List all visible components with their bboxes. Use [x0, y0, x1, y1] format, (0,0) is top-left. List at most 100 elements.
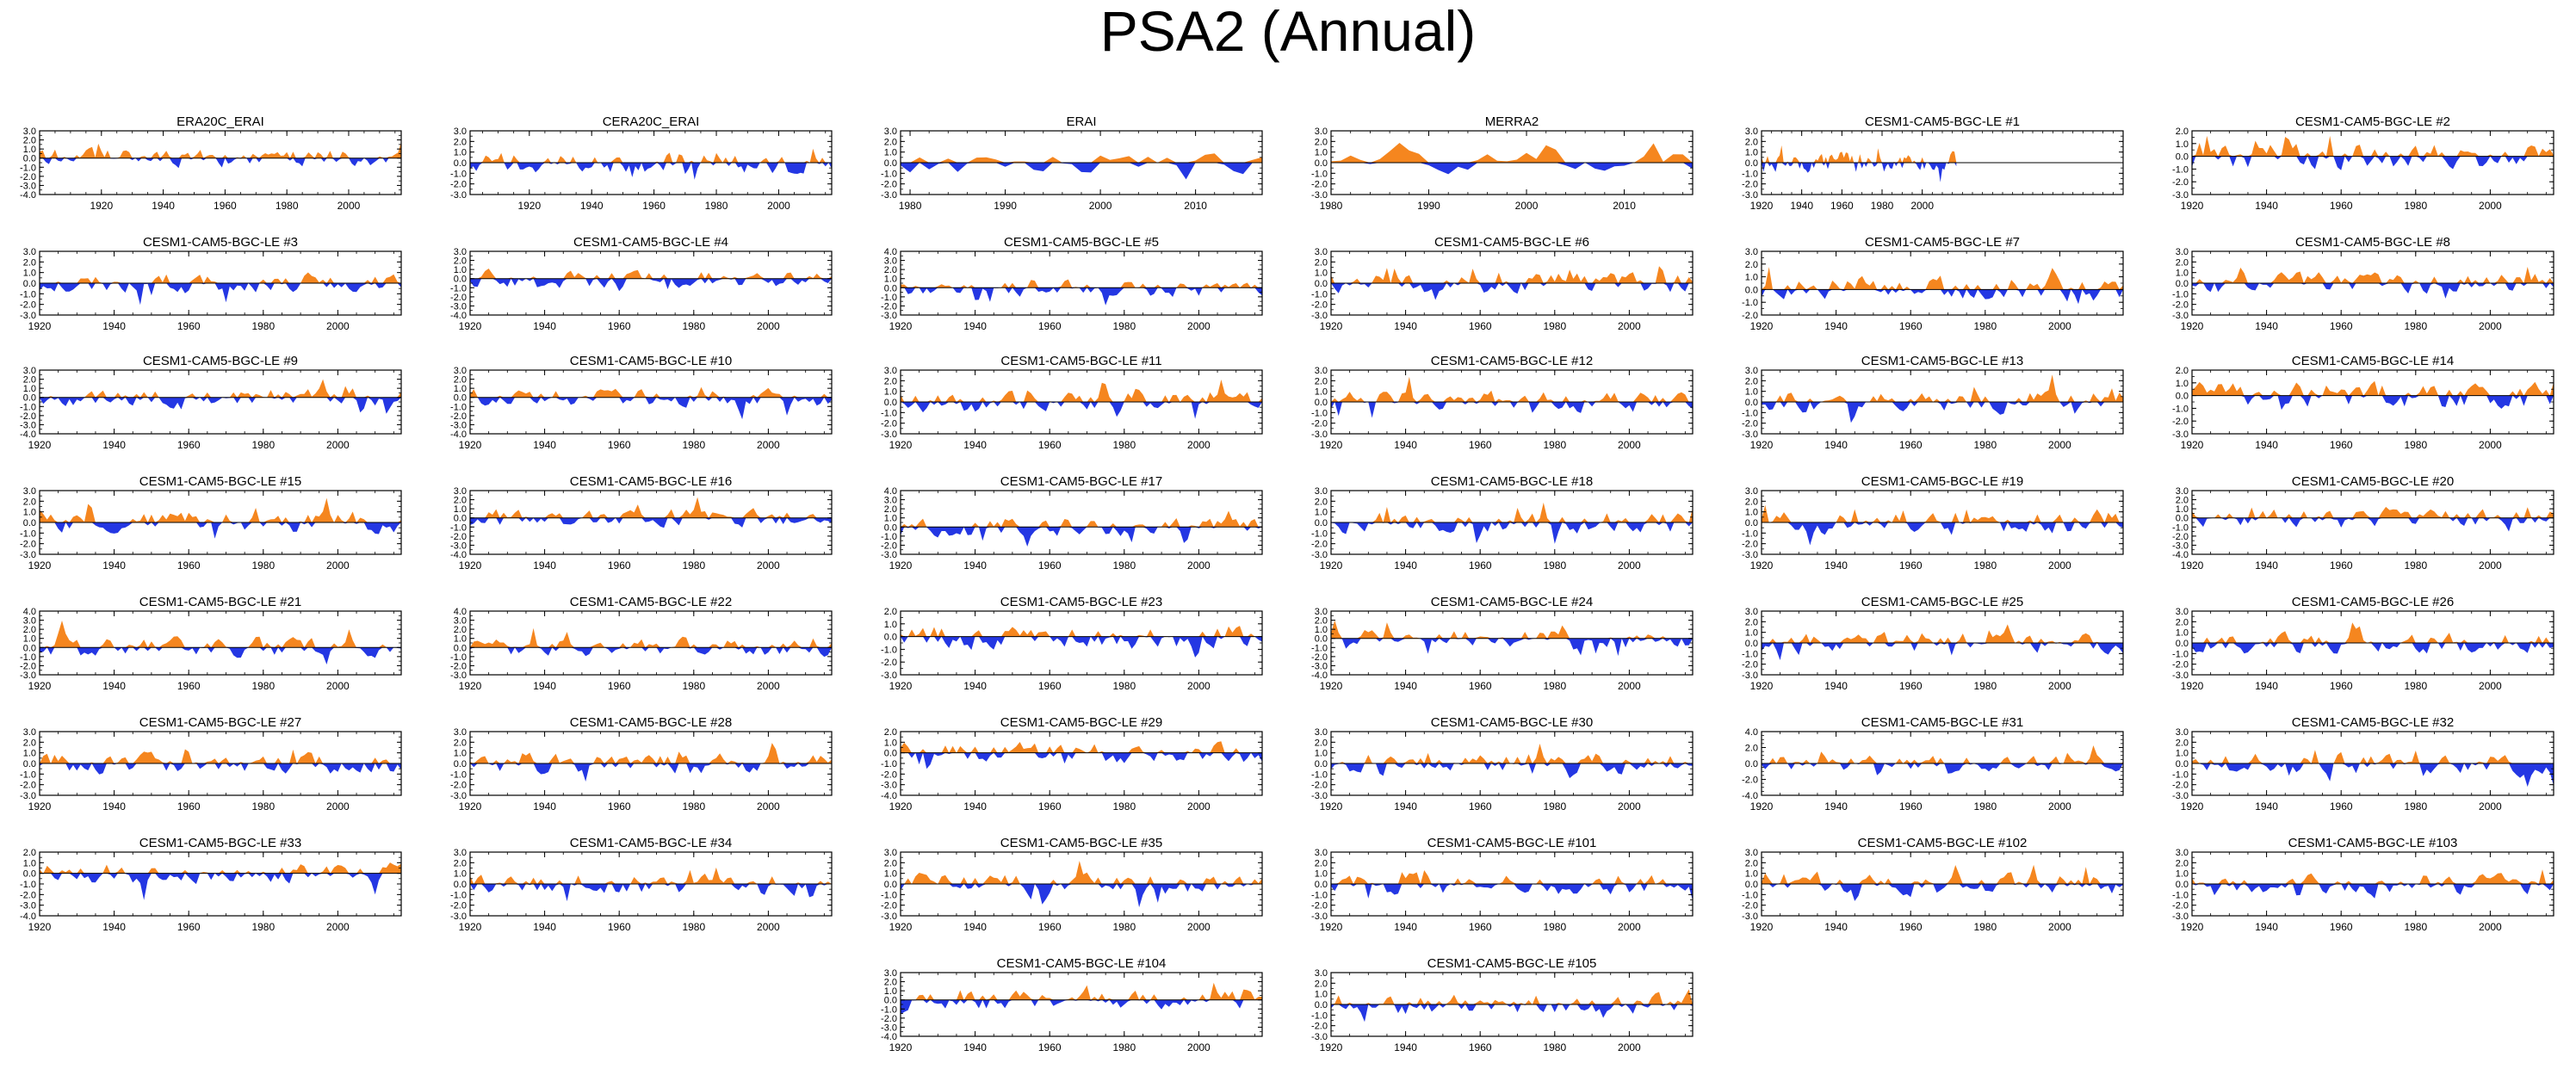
positive-area: [40, 379, 401, 398]
x-tick-label: 1980: [1112, 680, 1136, 692]
x-tick-label: 1920: [1750, 680, 1774, 692]
y-tick-label: -4.0: [20, 429, 36, 440]
negative-area: [1762, 289, 2123, 305]
y-tick-label: 0.0: [884, 283, 897, 294]
y-tick-label: -1.0: [450, 522, 467, 533]
y-tick-label: 3.0: [1315, 607, 1328, 617]
y-tick-label: 2.0: [454, 137, 467, 147]
x-tick-label: 1940: [2255, 320, 2278, 332]
panel: CESM1-CAM5-BGC-LE #54.03.02.01.00.0-1.0-…: [881, 235, 1263, 332]
positive-area: [2192, 622, 2554, 643]
positive-area: [901, 626, 1262, 637]
panel: CESM1-CAM5-BGC-LE #30 3.02.01.00.0-1.0-2.…: [1311, 715, 1694, 813]
x-tick-label: 1940: [102, 921, 126, 933]
x-tick-label: 1920: [2181, 559, 2204, 572]
positive-area: [901, 510, 1262, 528]
y-tick-label: 3.0: [23, 727, 36, 738]
panel: CESM1-CAM5-BGC-LE #10 3.02.01.00.0-1.0-2.…: [450, 354, 833, 451]
y-tick-label: -1.0: [20, 528, 36, 539]
x-tick-label: 1920: [889, 800, 913, 813]
panel-title: CESM1-CAM5-BGC-LE #102: [1858, 836, 2028, 850]
negative-area: [1331, 763, 1693, 779]
y-tick-label: -1.0: [881, 890, 897, 900]
panel: CESM1-CAM5-BGC-LE #27 3.02.01.00.0-1.0-2.…: [20, 715, 402, 813]
x-tick-label: 1920: [1750, 800, 1774, 813]
panel-title: CESM1-CAM5-BGC-LE #103: [2288, 836, 2458, 850]
positive-area: [901, 741, 1262, 753]
panel: CESM1-CAM5-BGC-LE #104 3.02.01.00.0-1.0-2…: [881, 956, 1263, 1054]
negative-area: [901, 636, 1262, 658]
y-tick-label: -1.0: [1311, 408, 1328, 418]
x-tick-label: 1980: [682, 680, 705, 692]
y-tick-label: -4.0: [450, 429, 467, 440]
y-tick-label: -3.0: [881, 670, 897, 681]
x-tick-label: 1980: [682, 559, 705, 572]
panel-title: CESM1-CAM5-BGC-LE #20: [2292, 474, 2454, 489]
y-tick-label: -2.0: [1742, 901, 1758, 911]
x-tick-label: 1980: [2404, 320, 2427, 332]
x-tick-label: 1960: [2330, 320, 2353, 332]
negative-area: [1331, 522, 1693, 544]
panel-title: CESM1-CAM5-BGC-LE #28: [570, 715, 732, 730]
panel: CESM1-CAM5-BGC-LE #18 3.02.01.00.0-1.0-2.…: [1311, 474, 1694, 572]
y-tick-label: -4.0: [881, 1032, 897, 1042]
y-tick-label: -3.0: [20, 791, 36, 801]
y-tick-label: -3.0: [1742, 190, 1758, 201]
x-tick-label: 1980: [1543, 800, 1566, 813]
panel-title: CESM1-CAM5-BGC-LE #105: [1427, 956, 1597, 971]
y-tick-label: -1.0: [2172, 890, 2189, 900]
y-tick-label: -1.0: [20, 289, 36, 300]
x-tick-label: 1920: [1750, 320, 1774, 332]
positive-area: [470, 386, 832, 398]
y-tick-label: 1.0: [2176, 269, 2189, 279]
y-tick-label: -1.0: [881, 532, 897, 542]
x-tick-label: 1980: [1112, 1041, 1136, 1054]
y-tick-label: -3.0: [20, 901, 36, 911]
x-tick-label: 1940: [1394, 800, 1417, 813]
x-tick-label: 1920: [1750, 559, 1774, 572]
x-tick-label: 1980: [2404, 921, 2427, 933]
y-tick-label: 1.0: [454, 504, 467, 515]
x-tick-label: 1960: [1038, 800, 1062, 813]
positive-area: [40, 272, 401, 283]
x-tick-label: 2000: [2048, 680, 2071, 692]
y-tick-label: 3.0: [454, 247, 467, 257]
x-tick-label: 1980: [2404, 559, 2427, 572]
y-tick-label: 2.0: [23, 738, 36, 748]
x-tick-label: 1960: [2330, 200, 2353, 212]
y-tick-label: -3.0: [20, 670, 36, 681]
y-tick-label: 0.0: [884, 880, 897, 890]
negative-area: [901, 163, 1262, 180]
x-tick-label: 1960: [642, 200, 666, 212]
x-tick-label: 1960: [2330, 559, 2353, 572]
positive-area: [470, 148, 832, 163]
positive-area: [1331, 266, 1693, 283]
y-tick-label: 4.0: [884, 486, 897, 497]
x-tick-label: 1980: [682, 320, 705, 332]
y-tick-label: 2.0: [454, 496, 467, 506]
x-tick-label: 1980: [1112, 320, 1136, 332]
y-tick-label: -1.0: [20, 402, 36, 412]
y-tick-label: -1.0: [450, 283, 467, 294]
panel: CESM1-CAM5-BGC-LE #103 3.02.01.00.0-1.0-2…: [2172, 836, 2554, 933]
y-tick-label: 2.0: [23, 497, 36, 507]
y-tick-label: -1.0: [881, 293, 897, 303]
y-tick-label: 1.0: [2176, 504, 2189, 515]
y-tick-label: 3.0: [23, 616, 36, 627]
y-tick-label: 1.0: [454, 384, 467, 394]
x-tick-label: 1960: [177, 320, 201, 332]
negative-area: [1331, 1004, 1693, 1023]
panel: CESM1-CAM5-BGC-LE #25 3.02.01.00.0-1.0-2.…: [1742, 595, 2124, 692]
y-tick-label: -3.0: [20, 181, 36, 191]
y-tick-label: 1.0: [2176, 379, 2189, 389]
x-tick-label: 1920: [28, 320, 52, 332]
x-tick-label: 1960: [1038, 320, 1062, 332]
y-tick-label: 0.0: [1315, 518, 1328, 528]
x-tick-label: 2000: [326, 921, 350, 933]
panel-title: ERA20C_ERAI: [176, 114, 264, 129]
x-tick-label: 1920: [889, 320, 913, 332]
y-tick-label: -2.0: [1311, 419, 1328, 429]
panel-title: CESM1-CAM5-BGC-LE #104: [997, 956, 1167, 971]
y-tick-label: 3.0: [2176, 848, 2189, 858]
y-tick-label: -1.0: [1311, 169, 1328, 179]
